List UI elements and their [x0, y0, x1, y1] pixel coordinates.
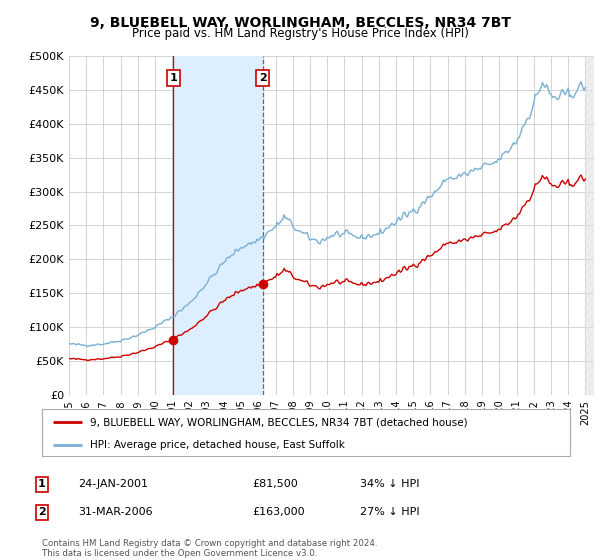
Text: 1: 1 — [170, 73, 178, 83]
Text: 27% ↓ HPI: 27% ↓ HPI — [360, 507, 419, 517]
Text: 34% ↓ HPI: 34% ↓ HPI — [360, 479, 419, 489]
Text: HPI: Average price, detached house, East Suffolk: HPI: Average price, detached house, East… — [89, 440, 344, 450]
Text: £81,500: £81,500 — [252, 479, 298, 489]
Text: 1: 1 — [38, 479, 46, 489]
Bar — [586, 56, 594, 395]
Text: 31-MAR-2006: 31-MAR-2006 — [78, 507, 152, 517]
Text: 24-JAN-2001: 24-JAN-2001 — [78, 479, 148, 489]
Text: 2: 2 — [259, 73, 266, 83]
Text: Price paid vs. HM Land Registry's House Price Index (HPI): Price paid vs. HM Land Registry's House … — [131, 27, 469, 40]
Text: £163,000: £163,000 — [252, 507, 305, 517]
Text: 9, BLUEBELL WAY, WORLINGHAM, BECCLES, NR34 7BT: 9, BLUEBELL WAY, WORLINGHAM, BECCLES, NR… — [89, 16, 511, 30]
Text: 9, BLUEBELL WAY, WORLINGHAM, BECCLES, NR34 7BT (detached house): 9, BLUEBELL WAY, WORLINGHAM, BECCLES, NR… — [89, 417, 467, 427]
Text: Contains HM Land Registry data © Crown copyright and database right 2024.
This d: Contains HM Land Registry data © Crown c… — [42, 539, 377, 558]
Text: 2: 2 — [38, 507, 46, 517]
Bar — [173, 56, 263, 395]
